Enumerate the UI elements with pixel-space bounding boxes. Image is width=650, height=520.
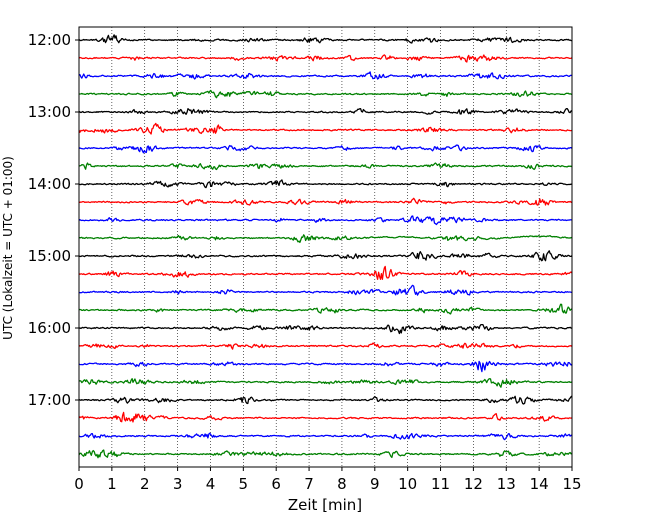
seismogram-trace <box>78 432 573 441</box>
x-tick-label: 9 <box>370 475 380 493</box>
seismogram-trace <box>78 179 573 189</box>
seismogram-trace <box>78 395 573 405</box>
seismogram-trace <box>78 411 573 423</box>
seismogram-trace <box>78 265 573 280</box>
x-tick-label: 10 <box>398 475 417 493</box>
grid-layer <box>111 27 540 467</box>
seismogram-trace <box>78 54 573 63</box>
x-tick-label: 3 <box>173 475 183 493</box>
x-tick-label: 5 <box>239 475 249 493</box>
x-tick-label: 12 <box>464 475 483 493</box>
seismogram-trace <box>78 107 573 115</box>
seismogram-trace <box>78 303 573 315</box>
x-tick-label: 7 <box>304 475 314 493</box>
x-axis-label: Zeit [min] <box>288 496 362 514</box>
y-tick-label: 16:00 <box>28 319 71 337</box>
seismogram-trace <box>78 71 573 80</box>
y-axis: 12:00 13:00 14:00 15:00 16:00 17:00 <box>28 31 79 409</box>
seismogram-trace <box>78 197 573 206</box>
x-tick-label: 8 <box>337 475 347 493</box>
x-tick-label: 13 <box>497 475 516 493</box>
seismogram-trace <box>78 360 573 373</box>
x-tick-label: 11 <box>431 475 450 493</box>
seismogram-trace <box>78 215 572 226</box>
seismogram-trace <box>78 162 573 171</box>
seismogram-trace <box>78 234 573 244</box>
seismogram-trace <box>78 122 573 135</box>
plot-frame <box>78 26 573 468</box>
seismogram-trace <box>78 89 573 99</box>
y-tick-label: 17:00 <box>28 391 71 409</box>
seismogram-trace <box>78 284 573 296</box>
seismogram-trace <box>78 378 573 388</box>
y-tick-label: 12:00 <box>28 31 71 49</box>
y-tick-label: 14:00 <box>28 175 71 193</box>
seismogram-trace <box>78 323 572 335</box>
trace-layer <box>78 34 573 459</box>
seismogram-trace <box>78 34 572 44</box>
x-tick-label: 4 <box>206 475 216 493</box>
seismogram-trace <box>78 449 573 459</box>
seismogram-trace <box>78 342 573 350</box>
seismogram-trace <box>78 144 573 154</box>
x-tick-label: 6 <box>271 475 281 493</box>
x-tick-label: 14 <box>530 475 549 493</box>
x-tick-label: 15 <box>562 475 581 493</box>
seismogram-trace <box>78 250 573 262</box>
x-tick-label: 2 <box>140 475 150 493</box>
y-tick-label: 15:00 <box>28 247 71 265</box>
x-axis: 0 1 2 3 4 5 6 7 8 9 10 11 12 13 14 15 <box>74 467 582 493</box>
y-axis-label: UTC (Lokalzeit = UTC + 01:00) <box>1 156 15 340</box>
x-tick-label: 1 <box>107 475 117 493</box>
x-tick-label: 0 <box>74 475 84 493</box>
y-tick-label: 13:00 <box>28 103 71 121</box>
